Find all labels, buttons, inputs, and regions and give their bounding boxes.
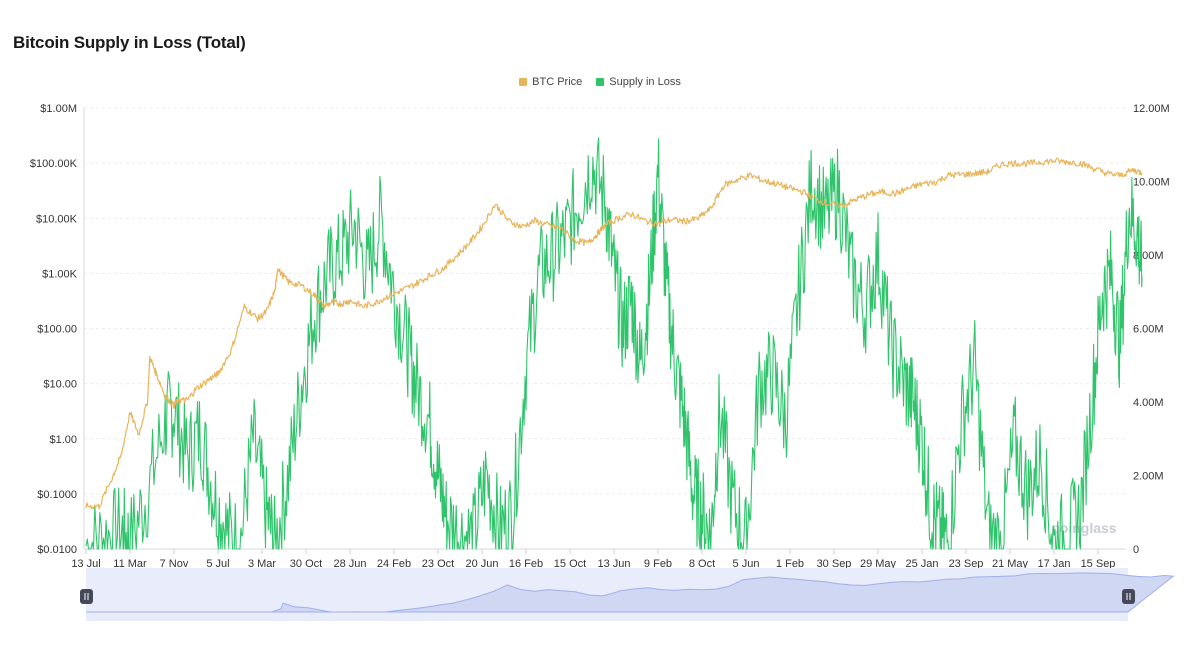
x-tick-label: 13 Jul [71,558,100,570]
x-tick-label: 25 Jan [905,558,938,570]
legend-label-supply-in-loss: Supply in Loss [609,76,681,88]
x-tick-label: 13 Jun [597,558,630,570]
navigator-right-handle[interactable] [1122,589,1135,604]
watermark: coinglass [1052,520,1117,536]
right-tick-label: 8.00M [1133,250,1164,262]
x-tick-label: 8 Oct [689,558,715,570]
series-layer [85,137,1143,550]
legend-item-btc-price[interactable]: BTC Price [519,76,582,88]
right-tick-label: 12.00M [1133,103,1170,115]
left-tick-label: $0.0100 [37,544,77,556]
left-tick-label: $100.00 [37,324,77,336]
x-tick-label: 11 Mar [113,558,147,570]
x-tick-label: 7 Nov [160,558,189,570]
left-tick-label: $100.00K [30,158,78,170]
right-tick-label: 0 [1133,544,1139,556]
x-tick-label: 20 Jun [465,558,498,570]
x-tick-label: 16 Feb [509,558,543,570]
left-tick-label: $0.1000 [37,489,77,501]
x-tick-label: 24 Feb [377,558,411,570]
x-tick-label: 30 Sep [817,558,852,570]
x-axis: 13 Jul 11 Mar 7 Nov 5 Jul 3 Mar 30 Oct 28 Jun 2… [71,549,1115,570]
left-tick-label: $1.00 [49,434,77,446]
legend-item-supply-in-loss[interactable]: Supply in Loss [596,76,681,88]
x-tick-label: 23 Oct [422,558,454,570]
left-axis: $0.0100 $0.1000 $1.00 $10.00 $100.00 $1.00K $1… [30,103,78,556]
chart-title: Bitcoin Supply in Loss (Total) [13,33,246,52]
x-tick-label: 1 Feb [776,558,804,570]
x-tick-label: 15 Sep [1081,558,1116,570]
right-tick-label: 10.00M [1133,177,1170,189]
x-tick-label: 9 Feb [644,558,672,570]
x-tick-label: 21 May [992,558,1029,570]
supply-in-loss-line [85,137,1143,550]
x-tick-label: 5 Jun [733,558,760,570]
left-tick-label: $1.00K [42,268,78,280]
btc-price-line [85,157,1143,510]
x-tick-label: 15 Oct [554,558,586,570]
grid [83,107,1126,550]
x-tick-label: 23 Sep [949,558,984,570]
x-tick-label: 29 May [860,558,897,570]
navigator-area [86,572,1175,613]
x-tick-label: 28 Jun [333,558,366,570]
x-tick-label: 17 Jan [1037,558,1070,570]
left-tick-label: $10.00K [36,213,78,225]
x-tick-label: 3 Mar [248,558,276,570]
x-tick-label: 30 Oct [290,558,322,570]
right-tick-label: 4.00M [1133,397,1164,409]
left-tick-label: $1.00M [40,103,77,115]
supply-in-loss-swatch [596,78,605,86]
legend-label-btc-price: BTC Price [532,76,583,88]
btc-price-swatch [519,78,528,86]
navigator-left-handle[interactable] [80,589,93,604]
x-tick-label: 5 Jul [206,558,229,570]
left-tick-label: $10.00 [43,379,77,391]
right-tick-label: 2.00M [1133,471,1164,483]
legend: BTC Price Supply in Loss [0,76,1200,88]
right-tick-label: 6.00M [1133,324,1164,336]
